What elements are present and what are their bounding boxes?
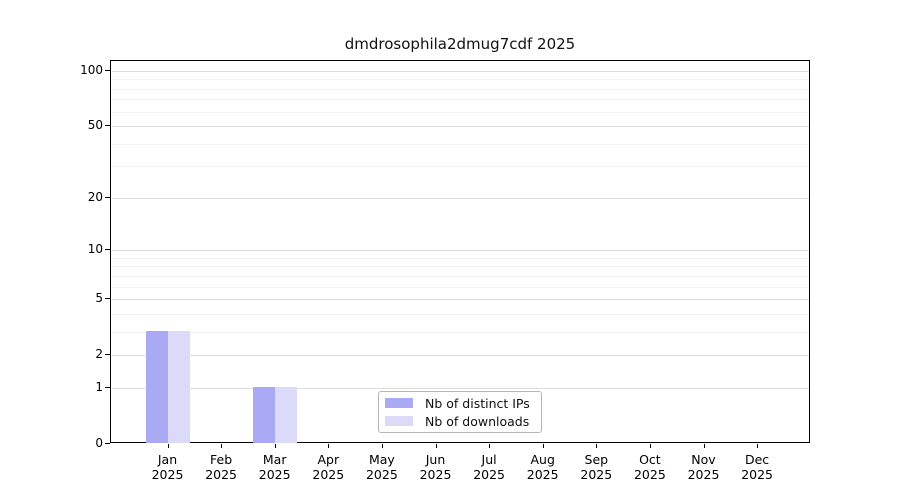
gridline-major xyxy=(112,355,809,357)
gridline-major xyxy=(112,71,809,72)
y-tick-label: 1 xyxy=(95,379,103,394)
gridline-minor xyxy=(112,266,809,268)
legend: Nb of distinct IPs Nb of downloads xyxy=(378,391,542,433)
gridline-major xyxy=(112,299,809,301)
y-axis-tick xyxy=(105,354,110,356)
x-axis-tick xyxy=(542,444,544,448)
x-axis-tick xyxy=(757,444,759,448)
x-tick-label: Apr 2025 xyxy=(312,452,345,482)
y-tick-label: 20 xyxy=(87,189,103,204)
legend-swatch-distinct-ips xyxy=(385,398,413,408)
y-axis-tick xyxy=(105,443,110,444)
gridline-minor xyxy=(112,166,809,168)
y-axis-tick xyxy=(105,125,110,127)
y-axis-tick xyxy=(105,70,110,71)
x-axis-tick xyxy=(489,444,491,448)
x-axis-tick xyxy=(221,444,223,448)
gridline-major xyxy=(112,126,809,128)
x-axis-tick xyxy=(381,444,383,448)
x-tick-label: Nov 2025 xyxy=(687,452,720,482)
x-axis-tick xyxy=(274,444,276,448)
y-axis-tick xyxy=(105,249,110,251)
y-axis-tick xyxy=(105,298,110,300)
x-tick-label: Mar 2025 xyxy=(258,452,291,482)
x-tick-label: Feb 2025 xyxy=(205,452,237,482)
x-tick-label: Jun 2025 xyxy=(419,452,452,482)
x-tick-label: Jul 2025 xyxy=(473,452,505,482)
gridline-minor xyxy=(112,88,809,90)
bar-downloads xyxy=(274,386,297,443)
x-axis-tick xyxy=(703,444,705,448)
y-axis-tick xyxy=(105,196,110,198)
legend-item-distinct-ips: Nb of distinct IPs xyxy=(385,396,535,411)
y-axis-tick xyxy=(105,386,110,388)
gridline-minor xyxy=(112,111,809,113)
y-tick-label: 10 xyxy=(87,242,103,257)
gridline-minor xyxy=(112,313,809,315)
gridline-minor xyxy=(112,257,809,259)
y-tick-label: 5 xyxy=(95,291,103,306)
legend-label-downloads: Nb of downloads xyxy=(425,413,530,429)
gridline-minor xyxy=(112,143,809,145)
x-axis-tick xyxy=(649,444,651,448)
y-tick-label: 2 xyxy=(95,347,103,362)
legend-item-downloads: Nb of downloads xyxy=(385,414,535,429)
gridline-minor xyxy=(112,275,809,277)
y-tick-label: 0 xyxy=(95,436,103,450)
gridline-major xyxy=(112,250,809,252)
bar-downloads xyxy=(167,330,190,443)
gridline-minor xyxy=(112,286,809,288)
chart-title: dmdrosophila2dmug7cdf 2025 xyxy=(344,35,576,53)
x-tick-label: Jan 2025 xyxy=(151,452,184,482)
x-tick-label: Sep 2025 xyxy=(580,452,613,482)
bar-distinct-ips xyxy=(145,330,168,443)
y-tick-label: 100 xyxy=(80,63,103,77)
bar-distinct-ips xyxy=(252,386,275,443)
x-axis-tick xyxy=(167,444,169,448)
x-tick-label: May 2025 xyxy=(365,452,398,482)
x-tick-label: Aug 2025 xyxy=(526,452,559,482)
y-tick-label: 50 xyxy=(87,118,103,133)
x-axis-tick xyxy=(596,444,598,448)
x-axis-tick xyxy=(435,444,437,448)
gridline-major xyxy=(112,197,809,199)
legend-swatch-downloads xyxy=(385,416,413,426)
gridline-major xyxy=(112,387,809,389)
gridline-minor xyxy=(112,99,809,101)
legend-label-distinct-ips: Nb of distinct IPs xyxy=(425,395,530,411)
x-tick-label: Dec 2025 xyxy=(741,452,773,482)
gridline-minor xyxy=(112,331,809,333)
x-axis-tick xyxy=(328,444,330,448)
gridline-minor xyxy=(112,79,809,81)
x-tick-label: Oct 2025 xyxy=(633,452,666,482)
plot-area xyxy=(110,60,810,443)
